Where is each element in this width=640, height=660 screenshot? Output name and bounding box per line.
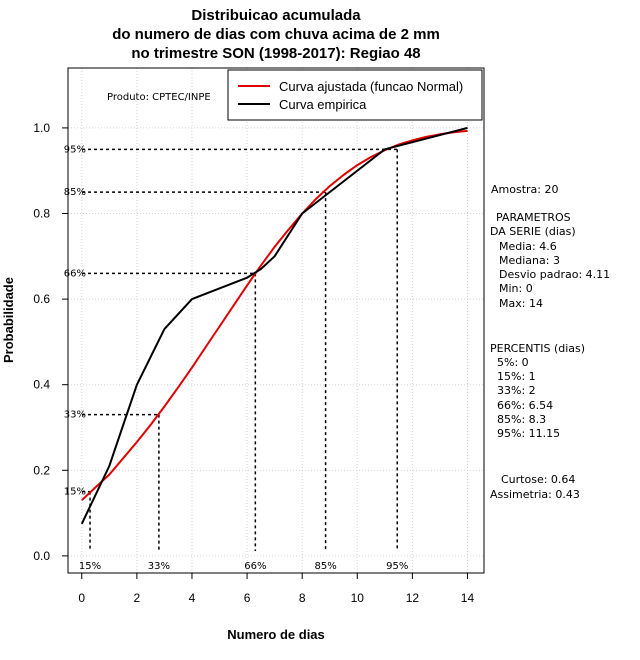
series <box>80 126 468 525</box>
legend-label-empirical: Curva empirica <box>279 97 367 112</box>
percentile-x-label: 15% <box>79 561 101 572</box>
percentile-x-label: 33% <box>148 561 170 572</box>
product-note: Produto: CPTEC/INPE <box>107 92 211 103</box>
x-tick-label: 4 <box>189 591 196 605</box>
percentil-33: 33%: 2 <box>497 384 536 397</box>
axes: 0 2 4 6 8 10 12 14 0.0 0.2 0.4 0.6 0.8 1.0 <box>33 121 474 605</box>
y-tick-label: 0.6 <box>33 292 50 306</box>
chart-title-line-2: do numero de dias com chuva acima de 2 m… <box>112 26 440 43</box>
legend: Curva ajustada (funcao Normal) Curva emp… <box>227 69 483 121</box>
chart-title-line-1: Distribuicao acumulada <box>191 7 361 24</box>
param-min: Min: 0 <box>499 282 533 295</box>
y-tick-label: 1.0 <box>33 121 50 135</box>
percentile-x-label: 85% <box>314 561 336 572</box>
x-axis-label: Numero de dias <box>227 627 325 642</box>
grid <box>68 68 484 573</box>
x-tick-label: 14 <box>461 591 475 605</box>
percentile-x-label: 66% <box>244 561 266 572</box>
params-title-2: DA SERIE (dias) <box>490 225 576 238</box>
percentil-15: 15%: 1 <box>497 370 536 383</box>
y-tick-label: 0.0 <box>33 549 50 563</box>
param-stdev: Desvio padrao: 4.11 <box>499 268 610 281</box>
empirical-curve <box>80 126 468 525</box>
percentil-85: 85%: 8.3 <box>497 413 546 426</box>
plot-frame <box>67 67 485 574</box>
percentil-95: 95%: 11.15 <box>497 427 560 440</box>
y-tick-label: 0.2 <box>33 463 50 477</box>
x-tick-label: 2 <box>134 591 141 605</box>
x-tick-label: 6 <box>244 591 251 605</box>
param-median: Mediana: 3 <box>499 254 560 267</box>
x-tick-label: 10 <box>351 591 365 605</box>
percentile-y-label: 95% <box>64 144 86 155</box>
x-tick-label: 12 <box>406 591 420 605</box>
kurtosis: Curtose: 0.64 <box>501 473 575 486</box>
fitted-normal-curve <box>81 129 468 501</box>
param-max: Max: 14 <box>499 297 543 310</box>
percentis-title: PERCENTIS (dias) <box>490 342 585 355</box>
percentile-markers: 15% 15% 33% 33% 66% 66% 85% 85% 95% 95% <box>64 144 409 572</box>
percentile-y-label: 33% <box>64 410 86 421</box>
percentile-y-label: 85% <box>64 187 86 198</box>
x-tick-label: 0 <box>78 591 85 605</box>
legend-box <box>227 69 483 121</box>
percentile-y-label: 15% <box>64 487 86 498</box>
param-mean: Media: 4.6 <box>499 240 557 253</box>
x-tick-label: 8 <box>299 591 306 605</box>
percentile-y-label: 66% <box>64 268 86 279</box>
percentile-x-label: 95% <box>386 561 408 572</box>
params-title-1: PARAMETROS <box>496 211 571 224</box>
legend-label-fitted: Curva ajustada (funcao Normal) <box>279 79 463 94</box>
y-tick-label: 0.8 <box>33 207 50 221</box>
sample-size: Amostra: 20 <box>491 183 558 196</box>
y-tick-label: 0.4 <box>33 378 50 392</box>
chart-title-line-3: no trimestre SON (1998-2017): Regiao 48 <box>131 45 420 62</box>
skewness: Assimetria: 0.43 <box>490 488 580 501</box>
percentil-66: 66%: 6.54 <box>497 399 553 412</box>
side-panel: Amostra: 20 PARAMETROS DA SERIE (dias) M… <box>490 183 610 501</box>
y-axis-label: Probabilidade <box>1 277 16 363</box>
percentil-5: 5%: 0 <box>497 356 529 369</box>
